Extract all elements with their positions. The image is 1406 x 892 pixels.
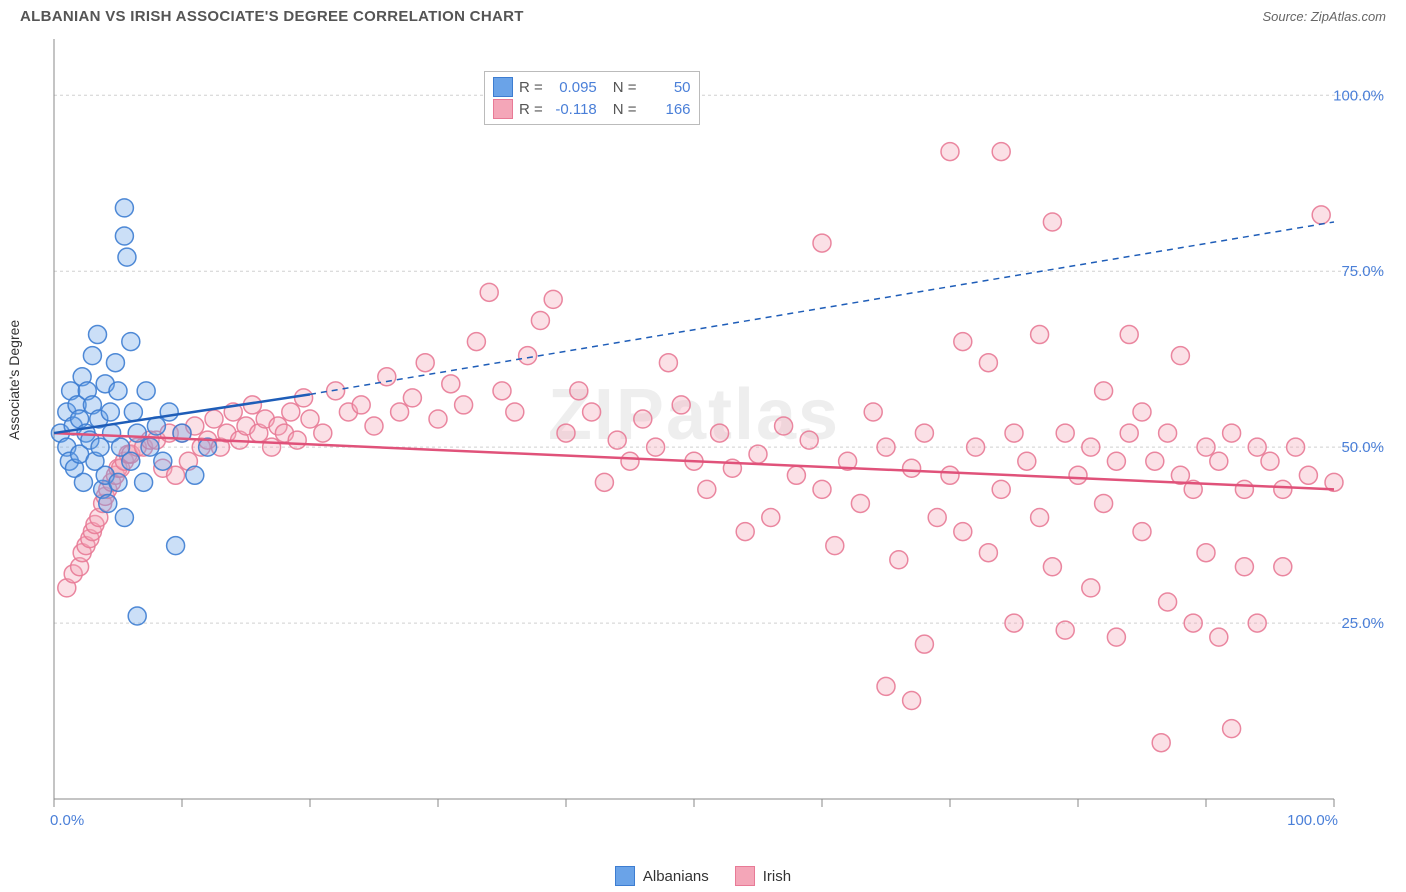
n-value-albanians: 50 <box>643 79 691 96</box>
stats-row-albanians: R = 0.095 N = 50 <box>493 76 691 98</box>
svg-text:0.0%: 0.0% <box>50 812 84 829</box>
svg-text:25.0%: 25.0% <box>1341 615 1384 632</box>
stats-row-irish: R = -0.118 N = 166 <box>493 98 691 120</box>
svg-text:75.0%: 75.0% <box>1341 263 1384 280</box>
chart-container: 25.0%50.0%75.0%100.0%ZIPatlas0.0%100.0% … <box>44 29 1396 829</box>
chart-header: ALBANIAN VS IRISH ASSOCIATE'S DEGREE COR… <box>0 0 1406 29</box>
svg-text:100.0%: 100.0% <box>1333 87 1384 104</box>
r-label: R = <box>519 79 543 96</box>
scatter-plot: 25.0%50.0%75.0%100.0%ZIPatlas0.0%100.0% <box>44 29 1394 829</box>
r-label: R = <box>519 101 543 118</box>
n-label: N = <box>613 101 637 118</box>
svg-text:50.0%: 50.0% <box>1341 439 1384 456</box>
n-label: N = <box>613 79 637 96</box>
legend-label-albanians: Albanians <box>643 868 709 885</box>
swatch-irish <box>493 99 513 119</box>
n-value-irish: 166 <box>643 101 691 118</box>
legend-item-albanians: Albanians <box>615 866 709 886</box>
swatch-albanians <box>615 866 635 886</box>
legend-label-irish: Irish <box>763 868 791 885</box>
svg-text:100.0%: 100.0% <box>1287 812 1338 829</box>
source-attribution: Source: ZipAtlas.com <box>1262 9 1386 24</box>
swatch-irish <box>735 866 755 886</box>
r-value-albanians: 0.095 <box>549 79 597 96</box>
chart-title: ALBANIAN VS IRISH ASSOCIATE'S DEGREE COR… <box>20 8 524 25</box>
swatch-albanians <box>493 77 513 97</box>
y-axis-label: Associate's Degree <box>6 320 22 440</box>
legend-item-irish: Irish <box>735 866 791 886</box>
bottom-legend: Albanians Irish <box>0 862 1406 892</box>
r-value-irish: -0.118 <box>549 101 597 118</box>
stats-legend-box: R = 0.095 N = 50 R = -0.118 N = 166 <box>484 71 700 125</box>
